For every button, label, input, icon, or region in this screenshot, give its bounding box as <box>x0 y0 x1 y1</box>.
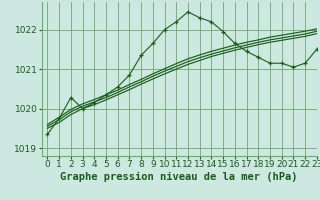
X-axis label: Graphe pression niveau de la mer (hPa): Graphe pression niveau de la mer (hPa) <box>60 172 298 182</box>
